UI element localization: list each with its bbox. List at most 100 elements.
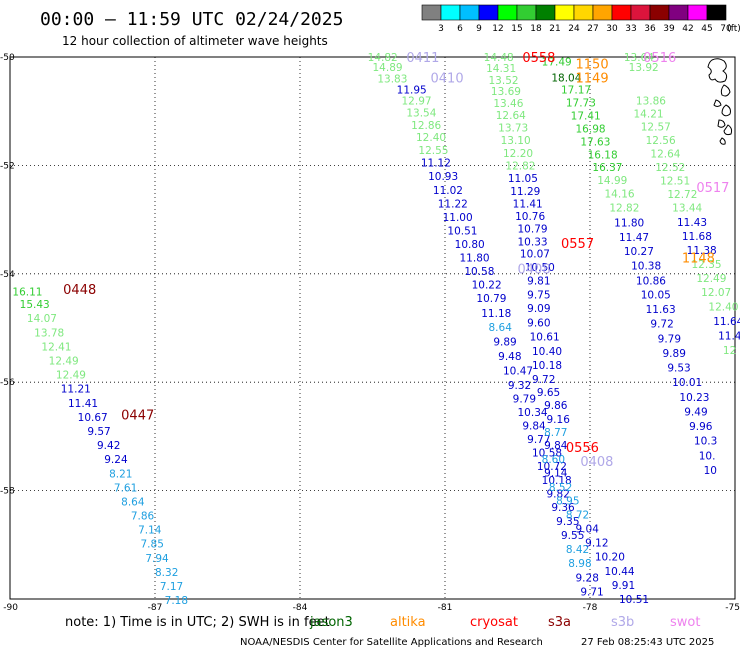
colorbar: 3 6 9 12 15 18 21 24 27 30 33 36 39 42 45 70(ft) (421, 4, 740, 34)
x-tick-label: -87 (148, 603, 163, 613)
data-point-label: 11.22 (438, 198, 468, 210)
data-point-label: 9.49 (684, 406, 707, 418)
colorbar-label: 70 (720, 24, 732, 34)
data-point-label: 10.58 (464, 266, 494, 278)
colorbar-swatch (497, 4, 518, 21)
data-point-label: 12.49 (49, 356, 79, 368)
y-tick-label: -56 (0, 378, 15, 388)
data-point-label: 17.63 (580, 137, 610, 149)
pass-time-label: 0557 (561, 237, 594, 252)
pass-time-label: 0448 (63, 283, 96, 298)
footer-credit: NOAA/NESDIS Center for Satellite Applica… (240, 637, 543, 648)
pass-time-label: 0408 (580, 455, 613, 470)
colorbar-swatch (554, 4, 575, 21)
data-point-label: 12.49 (56, 370, 86, 382)
data-point-label: 11.63 (646, 304, 676, 316)
data-point-label: 10.80 (455, 239, 485, 251)
data-point-label: 9.72 (650, 319, 673, 331)
data-point-label: 12.40 (708, 301, 738, 313)
data-point-label: 10.20 (595, 552, 625, 564)
data-point-label: 7.86 (131, 511, 155, 523)
data-point-label: 10.18 (542, 475, 572, 487)
data-point-label: 16.98 (576, 124, 606, 136)
colorbar-swatch (516, 4, 537, 21)
data-point-label: 9.60 (527, 318, 550, 330)
data-point-label: 9.91 (612, 580, 635, 592)
data-point-label: 10.18 (532, 360, 562, 372)
pass-time-label: 1149 (576, 72, 609, 87)
y-tick-label: -52 (0, 161, 15, 171)
data-point-label: 11.95 (397, 85, 427, 97)
data-point-label: 11.64 (713, 316, 740, 328)
data-point-label: 8.95 (556, 495, 579, 507)
data-point-label: 10.58 (532, 448, 562, 460)
satellite-legend-cryosat: cryosat (470, 615, 518, 630)
data-point-label: 7.18 (165, 595, 188, 607)
data-point-label: 9.96 (689, 421, 713, 433)
data-point-label: 9.86 (544, 400, 568, 412)
data-point-label: 10.67 (78, 412, 108, 424)
pass-time-label: 0410 (431, 72, 464, 87)
data-point-label: 7.94 (145, 553, 169, 565)
data-point-label: 8.42 (566, 544, 589, 556)
data-point-label: 8.72 (566, 509, 589, 521)
colorbar-swatch (421, 4, 442, 21)
data-point-label: 10.93 (428, 171, 458, 183)
data-point-label: 10.79 (518, 223, 548, 235)
y-tick-labels: -50 -52 -54 -56 -58 (0, 53, 15, 497)
data-point-label: 9.71 (580, 586, 603, 598)
data-point-label: 15.43 (20, 299, 50, 311)
pass-time-label: 1148 (682, 252, 715, 267)
colorbar-swatch (630, 4, 651, 21)
data-point-label: 9.28 (576, 572, 599, 584)
data-point-label: 9.53 (667, 363, 690, 375)
chart-title: 00:00 — 11:59 UTC 02/24/2025 (40, 9, 343, 30)
data-point-label: 9.24 (104, 454, 128, 466)
satellite-legend-jason3: jason3 (309, 615, 353, 630)
data-point-label: 17.73 (566, 98, 596, 110)
data-point-label: 11.80 (614, 217, 644, 229)
data-point-label: 9.65 (537, 387, 560, 399)
pass-time-label: 0556 (566, 441, 599, 456)
data-point-label: 10.47 (503, 365, 533, 377)
x-tick-label: -78 (583, 603, 598, 613)
data-point-label: 16.37 (592, 162, 622, 174)
data-point-label: 11.05 (508, 173, 538, 185)
data-point-label: 9.82 (547, 488, 570, 500)
data-point-label: 10.50 (525, 262, 555, 274)
data-point-label: 8.64 (121, 496, 145, 508)
colorbar-label: 3 (438, 24, 444, 34)
data-point-label: 8.64 (489, 322, 513, 334)
data-point-label: 12.97 (402, 95, 432, 107)
colorbar-swatch (440, 4, 461, 21)
data-point-label: 13.78 (34, 327, 64, 339)
data-point-label: 12.64 (650, 148, 680, 160)
data-point-label: 8.32 (155, 567, 178, 579)
pass-time-label: 1150 (576, 58, 609, 73)
data-point-label: 11.41 (513, 198, 543, 210)
data-point-label: 7.17 (160, 581, 183, 593)
data-point-label: 9.79 (513, 393, 536, 405)
data-point-label: 11.80 (460, 253, 490, 265)
data-point-label: 8.52 (549, 482, 572, 494)
data-point-label: 13.69 (491, 86, 521, 98)
data-point-label: 10 (704, 465, 717, 477)
y-tick-label: -54 (0, 270, 15, 280)
data-point-label: 9.36 (551, 502, 575, 514)
y-tick-label: -50 (0, 53, 15, 63)
data-point-label: 14.16 (605, 189, 635, 201)
data-point-label: 10.40 (532, 346, 562, 358)
data-point-label: 9.16 (547, 414, 571, 426)
wave-height-points: 14.8214.8913.8311.9512.9713.5412.8612.40… (12, 52, 740, 607)
data-point-label: 17.17 (561, 85, 591, 97)
data-point-label: 10.22 (472, 280, 502, 292)
data-point-label: 8.21 (109, 468, 132, 480)
data-point-label: 10.3 (694, 436, 717, 448)
data-point-label: 12.56 (646, 135, 676, 147)
data-point-label: 13.46 (493, 98, 523, 110)
colorbar-swatch (535, 4, 556, 21)
data-point-label: 13.64 (624, 52, 654, 64)
plot-area: 14.8214.8913.8311.9512.9713.5412.8612.40… (9, 51, 740, 607)
pass-time-label: 0411 (406, 51, 439, 66)
